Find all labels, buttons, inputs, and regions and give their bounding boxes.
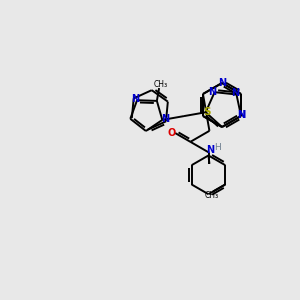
Text: CH₃: CH₃ <box>154 80 168 88</box>
Text: N: N <box>237 110 245 120</box>
Text: N: N <box>206 145 214 155</box>
Text: H: H <box>214 143 221 152</box>
Text: N: N <box>161 114 169 124</box>
Text: N: N <box>231 88 239 98</box>
Text: S: S <box>203 107 211 117</box>
Text: N: N <box>131 94 139 104</box>
Text: N: N <box>237 110 245 119</box>
Text: N: N <box>218 78 226 88</box>
Text: CH₃: CH₃ <box>205 191 219 200</box>
Text: O: O <box>167 128 175 138</box>
Text: N: N <box>208 87 217 97</box>
